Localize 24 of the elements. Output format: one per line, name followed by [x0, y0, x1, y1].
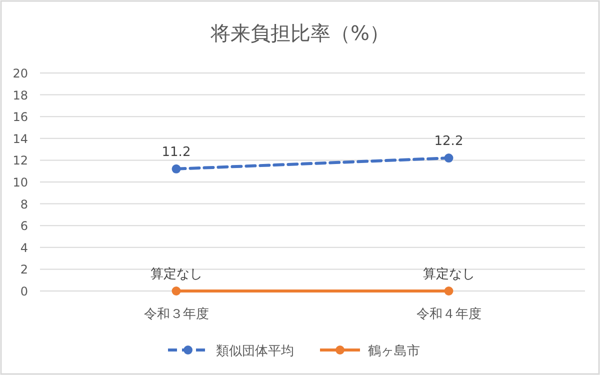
data-label: 算定なし	[150, 267, 202, 282]
y-tick-label: 10	[12, 176, 28, 190]
chart-title: 将来負担比率（%）	[209, 21, 390, 45]
point	[172, 286, 181, 296]
point	[172, 164, 181, 174]
data-label: 12.2	[434, 134, 464, 150]
y-tick-label: 18	[12, 88, 28, 102]
y-tick-label: 12	[12, 154, 28, 168]
y-tick-label: 4	[20, 240, 28, 255]
data-label: 算定なし	[422, 267, 475, 282]
point	[444, 286, 454, 296]
x-tick-label: 令和４年度	[416, 306, 482, 322]
legend-label: 類似団体平均	[216, 344, 294, 359]
y-tick-label: 0	[20, 284, 28, 298]
y-tick-label: 16	[12, 110, 28, 124]
point	[444, 154, 454, 163]
y-tick-label: 6	[20, 219, 28, 234]
legend-label: 鶴ヶ島市	[368, 344, 420, 359]
y-tick-label: 8	[20, 197, 28, 212]
y-tick-label: 14	[12, 132, 28, 146]
y-tick-label: 20	[12, 66, 28, 80]
data-label: 11.2	[162, 144, 191, 160]
y-tick-label: 2	[20, 262, 28, 277]
x-tick-label: 令和３年度	[144, 306, 209, 322]
